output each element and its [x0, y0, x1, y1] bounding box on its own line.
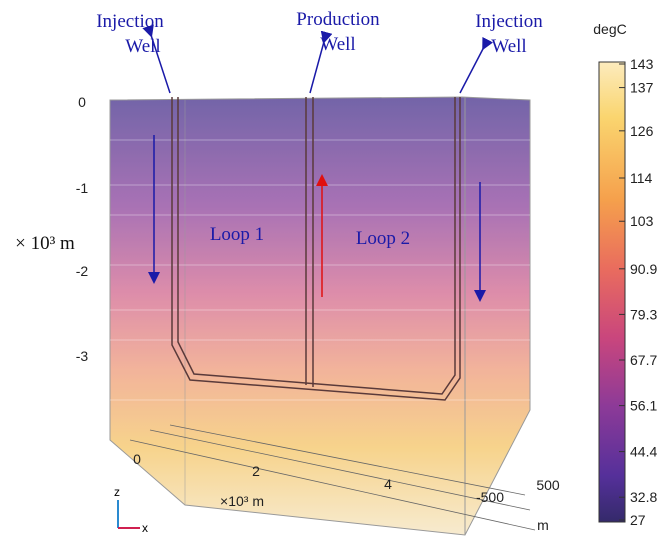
tick: 4	[384, 476, 392, 492]
label: Well	[320, 34, 355, 55]
axis-unit: m	[537, 517, 549, 533]
tick: -2	[76, 263, 89, 279]
colorbar	[598, 61, 626, 523]
colorbar-label: 79.3	[630, 306, 657, 322]
triad-label: z	[114, 485, 120, 499]
colorbar-label: 67.7	[630, 352, 657, 368]
tick: -500	[476, 489, 504, 505]
colorbar-label: 44.4	[630, 444, 657, 460]
colorbar-label: 56.1	[630, 398, 657, 414]
colorbar-label: 27	[630, 512, 646, 528]
colorbar-label: 32.8	[630, 489, 657, 505]
tick: 0	[78, 94, 86, 110]
tick: 2	[252, 463, 260, 479]
label: Well	[491, 36, 526, 57]
tick: 500	[536, 477, 560, 493]
colorbar-label: 90.9	[630, 261, 657, 277]
tick: 0	[133, 451, 141, 467]
label: Production	[296, 9, 380, 30]
label: Loop 2	[356, 228, 410, 249]
label: Well	[125, 36, 160, 57]
colorbar-label: 103	[630, 213, 654, 229]
colorbar-label: 114	[630, 170, 653, 186]
arrows	[142, 24, 494, 302]
tick: -1	[76, 180, 89, 196]
colorbar-label: 126	[630, 123, 654, 139]
label: Injection	[96, 11, 164, 32]
axis-unit: ×10³ m	[220, 493, 264, 509]
triad-label: x	[142, 521, 148, 535]
label: Loop 1	[210, 224, 264, 245]
label: Injection	[475, 11, 543, 32]
triad: z x	[114, 485, 148, 535]
colorbar-unit: degC	[593, 21, 626, 37]
colorbar-label: 143	[630, 56, 654, 72]
colorbar-label: 137	[630, 80, 654, 96]
model-box	[109, 96, 536, 536]
axis-unit: × 10³ m	[15, 233, 75, 254]
tick: -3	[76, 348, 89, 364]
